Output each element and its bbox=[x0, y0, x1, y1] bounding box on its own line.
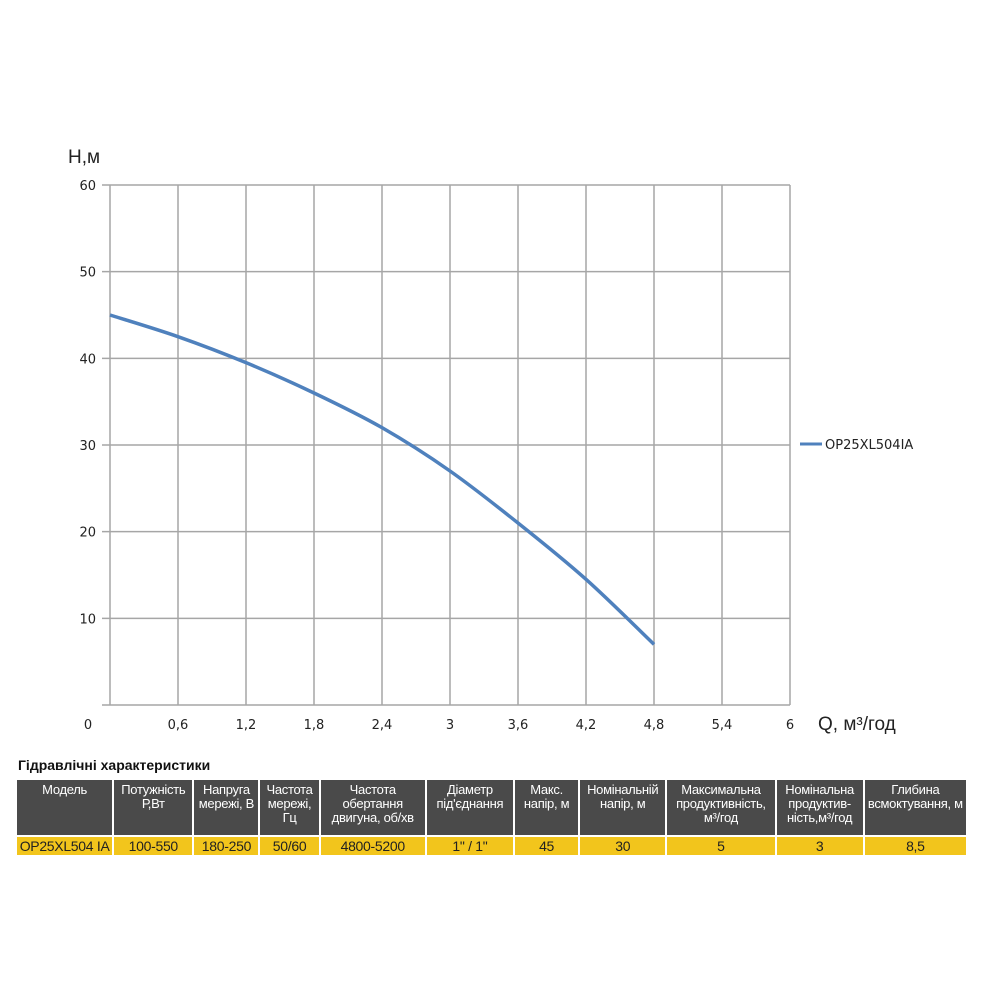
y-tick-label: 10 bbox=[79, 612, 96, 627]
header-power: Потужність Р,Вт bbox=[114, 780, 193, 835]
x-tick-label: 0,6 bbox=[168, 718, 189, 733]
header-nominal-head: Номінальній напір, м bbox=[580, 780, 666, 835]
x-tick-label: 3 bbox=[446, 718, 454, 733]
x-tick-label: 3,6 bbox=[508, 718, 529, 733]
y-tick-label: 50 bbox=[79, 266, 96, 281]
y-tick-label: 40 bbox=[79, 352, 96, 367]
x-tick-label: 6 bbox=[786, 718, 794, 733]
y-axis-label: Н,м bbox=[68, 147, 100, 168]
header-model: Модель bbox=[17, 780, 113, 835]
cell-voltage: 180-250 bbox=[194, 837, 259, 855]
x-tick-label: 1,2 bbox=[236, 718, 257, 733]
cell-model: OP25XL504 IA bbox=[17, 837, 113, 855]
y-tick-label: 30 bbox=[79, 439, 96, 454]
x-tick-label: 1,8 bbox=[304, 718, 325, 733]
header-nominal-flow: Номінальна продуктив-ність,м³/год bbox=[776, 780, 863, 835]
x-tick-label: 2,4 bbox=[372, 718, 393, 733]
pump-curve-chart: 0 0,6 1,2 1,8 2,4 3 3,6 4,2 4,8 5,4 6102030405060 … bbox=[68, 147, 913, 735]
x-tick-label: 4,2 bbox=[576, 718, 597, 733]
header-frequency: Частота мережі, Гц bbox=[260, 780, 319, 835]
cell-frequency: 50/60 bbox=[260, 837, 319, 855]
section-title: Гідравлічні характеристики bbox=[18, 757, 211, 773]
series-line-op25xl504ia bbox=[109, 313, 656, 646]
x-tick-label: 4,8 bbox=[644, 718, 665, 733]
cell-suction-depth: 8,5 bbox=[864, 837, 966, 855]
y-tick-label: 20 bbox=[79, 526, 96, 541]
cell-nominal-head: 30 bbox=[580, 837, 666, 855]
table-row: OP25XL504 IA 100-550 180-250 50/60 4800-… bbox=[17, 837, 966, 855]
x-axis-label: Q, м³/год bbox=[818, 714, 896, 735]
header-max-flow: Максимальна продуктивність, м³/год bbox=[667, 780, 775, 835]
header-diameter: Діаметр під'єднання bbox=[426, 780, 513, 835]
header-row: Модель Потужність Р,Вт Напруга мережі, В… bbox=[17, 780, 966, 835]
header-rpm: Частота обертання двигуна, об/хв bbox=[320, 780, 425, 835]
cell-rpm: 4800-5200 bbox=[320, 837, 425, 855]
x-tick-label: 0 bbox=[84, 718, 92, 733]
tick-labels: 0 0,6 1,2 1,8 2,4 3 3,6 4,2 4,8 5,4 6 10 20 30 40 50 60 bbox=[79, 179, 794, 733]
header-suction-depth: Глибина всмоктування, м bbox=[864, 780, 966, 835]
header-max-head: Макс. напір, м bbox=[515, 780, 579, 835]
specs-table: Модель Потужність Р,Вт Напруга мережі, В… bbox=[15, 778, 968, 857]
y-tick-label: 60 bbox=[79, 179, 96, 194]
cell-nominal-flow: 3 bbox=[776, 837, 863, 855]
cell-power: 100-550 bbox=[114, 837, 193, 855]
legend-label: OP25XL504IA bbox=[825, 438, 913, 453]
cell-diameter: 1" / 1" bbox=[426, 837, 513, 855]
grid bbox=[102, 184, 791, 706]
x-tick-label: 5,4 bbox=[712, 718, 733, 733]
cell-max-head: 45 bbox=[515, 837, 579, 855]
cell-max-flow: 5 bbox=[667, 837, 775, 855]
header-voltage: Напруга мережі, В bbox=[194, 780, 259, 835]
